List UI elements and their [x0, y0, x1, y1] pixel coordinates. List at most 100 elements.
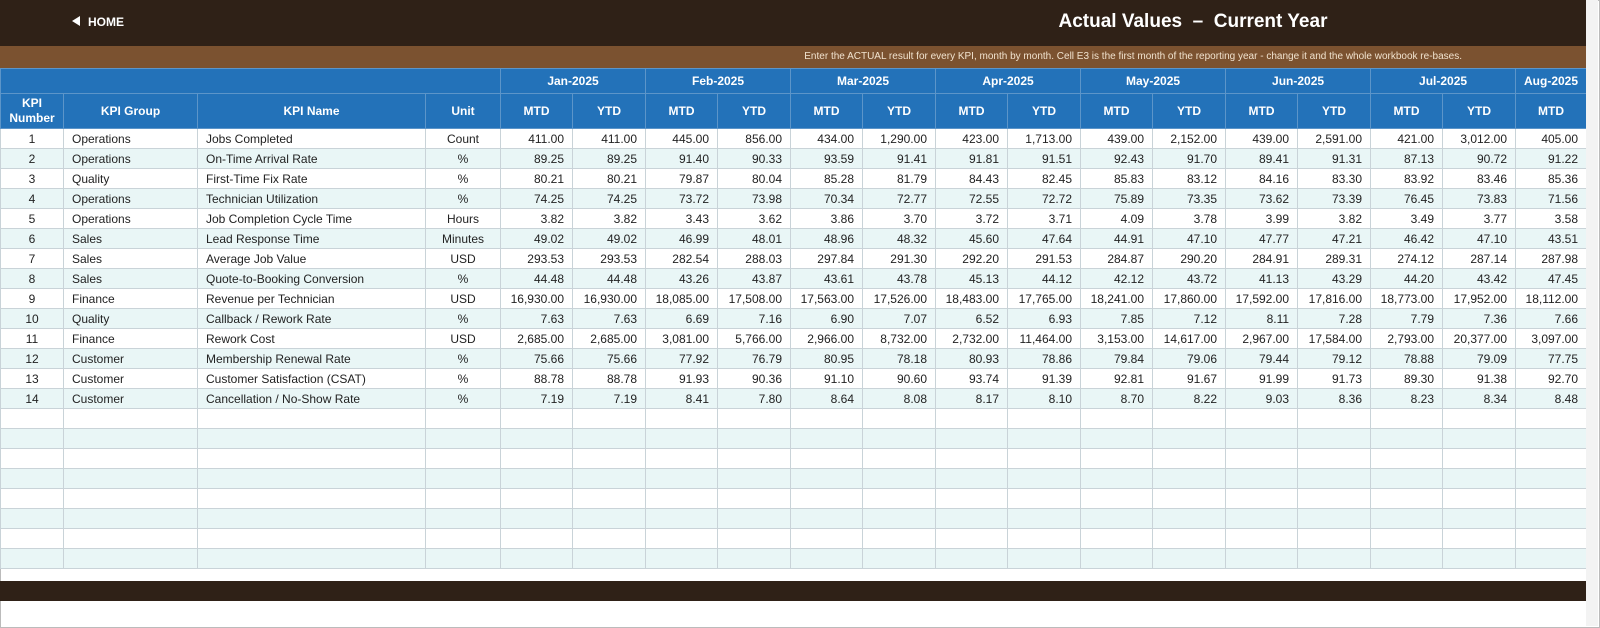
empty-cell [790, 488, 863, 509]
value-cell: 80.04 [717, 168, 791, 189]
value-cell: 8.64 [790, 388, 863, 409]
empty-cell [645, 468, 718, 489]
value-cell: 91.40 [645, 148, 718, 169]
value-cell: 90.72 [1442, 148, 1517, 169]
value-cell: 79.12 [1297, 348, 1372, 369]
value-cell: 75.66 [500, 348, 573, 369]
mtd-header: MTD [1080, 93, 1154, 129]
home-arrow[interactable] [72, 16, 80, 26]
value-cell: 47.21 [1297, 228, 1372, 249]
value-cell: 423.00 [935, 128, 1008, 149]
value-cell: 3.77 [1442, 208, 1517, 229]
kpi-table: Jan-2025 Feb-2025 Mar-2025 Apr-2025 May-2025… [0, 68, 1586, 569]
empty-cell [717, 428, 791, 449]
value-cell: 89.41 [1225, 148, 1299, 169]
empty-cell [425, 448, 501, 469]
empty-cell [1152, 428, 1227, 449]
unit: % [425, 148, 501, 169]
empty-cell [1080, 528, 1154, 549]
value-cell: 7.12 [1152, 308, 1227, 329]
empty-cell [500, 488, 573, 509]
value-cell: 73.83 [1442, 188, 1517, 209]
value-cell: 18,112.00 [1515, 288, 1586, 309]
value-cell: 17,952.00 [1442, 288, 1517, 309]
value-cell: 3.58 [1515, 208, 1586, 229]
value-cell: 3,081.00 [645, 328, 718, 349]
empty-cell [63, 488, 198, 509]
kpi-name: Average Job Value [197, 248, 426, 269]
empty-cell [862, 548, 936, 569]
empty-cell [1006, 528, 1082, 549]
value-cell: 293.53 [572, 248, 646, 269]
value-cell: 49.02 [572, 228, 646, 249]
month-header: Apr-2025 [934, 68, 1082, 94]
home-label[interactable]: HOME [88, 15, 124, 29]
empty-row [0, 548, 1586, 569]
data-row: 4 Operations Technician Utilization% 74.25 7… [0, 188, 1586, 209]
empty-cell [500, 548, 573, 569]
scroll-area [1586, 0, 1598, 626]
month-header: Mar-2025 [790, 68, 936, 94]
empty-cell [1006, 548, 1082, 569]
value-cell: 47.10 [1442, 228, 1517, 249]
unit: USD [425, 248, 501, 269]
value-cell: 49.02 [500, 228, 573, 249]
empty-cell [862, 468, 936, 489]
empty-cell [1152, 488, 1227, 509]
empty-cell [500, 508, 573, 529]
value-cell: 18,241.00 [1080, 288, 1154, 309]
value-cell: 47.64 [1006, 228, 1082, 249]
kpi-group: Customer [63, 348, 198, 369]
value-cell: 91.38 [1442, 368, 1517, 389]
value-cell: 92.70 [1515, 368, 1586, 389]
value-cell: 44.91 [1080, 228, 1154, 249]
value-cell: 445.00 [645, 128, 718, 149]
value-cell: 3.82 [1297, 208, 1372, 229]
value-cell: 93.74 [935, 368, 1008, 389]
month-header: Aug-2025 [1515, 68, 1586, 94]
column-header: KPI Group [63, 93, 198, 129]
empty-row [0, 408, 1586, 429]
value-cell: 284.87 [1080, 248, 1154, 269]
value-cell: 46.99 [645, 228, 718, 249]
empty-cell [500, 408, 573, 429]
value-cell: 291.30 [862, 248, 936, 269]
value-cell: 91.99 [1225, 368, 1299, 389]
month-header: May-2025 [1080, 68, 1227, 94]
value-cell: 76.45 [1370, 188, 1444, 209]
value-cell: 2,685.00 [500, 328, 573, 349]
month-header: Jul-2025 [1370, 68, 1517, 94]
value-cell: 8,732.00 [862, 328, 936, 349]
empty-cell [1515, 428, 1586, 449]
kpi-name: Revenue per Technician [197, 288, 426, 309]
value-cell: 3,153.00 [1080, 328, 1154, 349]
header-blank [0, 68, 501, 94]
empty-cell [1080, 448, 1154, 469]
value-cell: 3.86 [790, 208, 863, 229]
value-cell: 8.48 [1515, 388, 1586, 409]
empty-cell [1297, 468, 1372, 489]
value-cell: 72.72 [1006, 188, 1082, 209]
value-cell: 17,765.00 [1006, 288, 1082, 309]
value-cell: 6.52 [935, 308, 1008, 329]
empty-cell [63, 548, 198, 569]
empty-cell [935, 548, 1008, 569]
empty-cell [1006, 508, 1082, 529]
value-cell: 91.22 [1515, 148, 1586, 169]
value-cell: 8.22 [1152, 388, 1227, 409]
value-cell: 8.10 [1006, 388, 1082, 409]
kpi-name: Job Completion Cycle Time [197, 208, 426, 229]
empty-cell [197, 428, 426, 449]
value-cell: 44.48 [500, 268, 573, 289]
value-cell: 42.12 [1080, 268, 1154, 289]
empty-cell [0, 408, 64, 429]
empty-cell [790, 528, 863, 549]
value-cell: 3.99 [1225, 208, 1299, 229]
value-cell: 91.73 [1297, 368, 1372, 389]
home-button[interactable]: HOME [72, 15, 124, 29]
value-cell: 71.56 [1515, 188, 1586, 209]
empty-cell [1152, 548, 1227, 569]
value-cell: 17,526.00 [862, 288, 936, 309]
value-cell: 73.35 [1152, 188, 1227, 209]
value-cell: 8.23 [1370, 388, 1444, 409]
